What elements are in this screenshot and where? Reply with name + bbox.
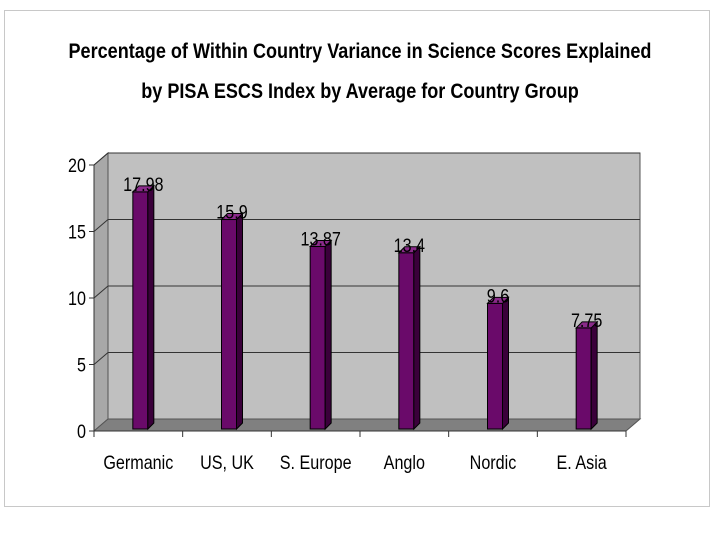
bar-top (220, 213, 244, 221)
bar-side (413, 245, 421, 431)
data-label: 13.4 (394, 235, 426, 257)
bar (486, 296, 510, 431)
bar-side (590, 320, 598, 431)
bar-front (398, 252, 415, 430)
bar (574, 320, 599, 431)
x-tick-label: Germanic (103, 452, 173, 474)
y-tick-label: 10 (68, 288, 86, 310)
bar-top (308, 240, 333, 248)
chart-title-line-1: Percentage of Within Country Variance in… (68, 40, 652, 63)
bar-front (309, 246, 326, 430)
bar-top (486, 296, 510, 304)
bar-front (221, 219, 237, 430)
chart-frame (4, 10, 710, 507)
bar-side (324, 239, 332, 431)
bar (131, 184, 156, 431)
bar-front (575, 327, 592, 430)
gridline-side (93, 352, 109, 365)
bar (308, 239, 333, 431)
x-axis: Germanic US, UK S. Europe Anglo Nordic E. Asi… (93, 430, 627, 474)
x-tick-label: S. Europe (280, 452, 352, 474)
plot-area (92, 151, 642, 433)
data-label: 15.9 (216, 201, 247, 223)
bar-side (502, 296, 509, 431)
bar-top (131, 185, 156, 193)
floor (92, 418, 642, 432)
data-label: 17.98 (123, 174, 164, 196)
bar (220, 212, 244, 431)
bar-top (574, 321, 599, 329)
x-tick-label: Nordic (470, 452, 517, 474)
data-label: 7.75 (571, 310, 603, 332)
y-tick-label: 20 (68, 155, 86, 177)
chart-title-line-2: by PISA ESCS Index by Average for Countr… (141, 80, 579, 103)
y-tick-label: 5 (77, 354, 86, 376)
bar-side (147, 184, 155, 431)
y-tick-label: 15 (68, 221, 86, 243)
gridline-side (93, 152, 109, 166)
x-tick-label: Anglo (384, 452, 425, 474)
x-tick-label: E. Asia (557, 452, 607, 474)
data-label: 9.6 (487, 285, 510, 307)
gridlines (93, 152, 640, 365)
y-tick-label: 0 (77, 421, 86, 443)
data-label: 13.87 (300, 228, 340, 250)
gridline-side (93, 285, 109, 299)
bar-side (236, 212, 243, 431)
bar-top (397, 246, 422, 254)
x-tick-label: US, UK (200, 452, 254, 474)
bar (397, 245, 422, 431)
bar-front (487, 302, 503, 430)
bar-front (132, 191, 149, 430)
gridline-side (93, 219, 109, 232)
y-axis: 0 5 10 15 20 (68, 155, 95, 443)
bars (131, 184, 599, 431)
data-labels: 17.98 15.9 13.87 13.4 9.6 7.75 (123, 174, 602, 332)
